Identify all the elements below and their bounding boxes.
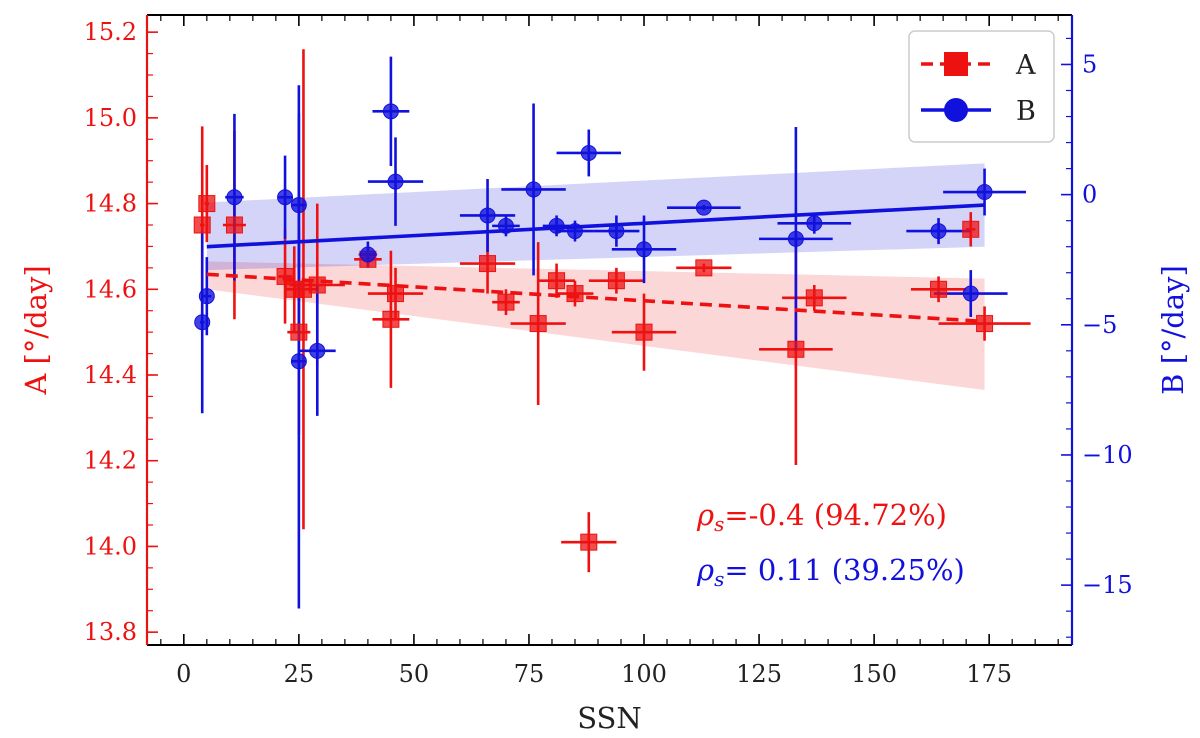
point-B-0 — [194, 314, 211, 331]
rho-subscript: s — [714, 567, 724, 591]
y-left-tick-label: 14.2 — [84, 447, 137, 475]
point-A-5 — [290, 323, 308, 341]
point-B-14 — [566, 223, 583, 240]
point-B-1 — [198, 288, 215, 305]
point-A-16 — [580, 533, 598, 551]
point-B-16 — [608, 223, 625, 240]
point-A-9 — [382, 310, 400, 328]
point-B-10 — [479, 207, 496, 224]
fit-lines — [206, 203, 985, 324]
annotations: ρs=-0.4 (94.72%)ρs= 0.11 (39.25%) — [696, 498, 965, 591]
point-A-15 — [566, 285, 584, 303]
point-A-19 — [695, 259, 713, 277]
legend-marker-B — [944, 98, 968, 122]
point-B-8 — [382, 103, 399, 120]
y-right-tick-label: 5 — [1082, 50, 1097, 78]
y-left-tick-label: 15.0 — [84, 104, 137, 132]
annotation-B: ρs= 0.11 (39.25%) — [696, 553, 965, 591]
point-B-7 — [359, 246, 376, 263]
point-B-20 — [806, 215, 823, 232]
legend-label-A: A — [1015, 50, 1036, 81]
y-right-tick-label: −15 — [1082, 571, 1133, 599]
point-B-6 — [309, 342, 326, 359]
point-B-23 — [976, 184, 993, 201]
y-right-tick-label: −10 — [1082, 441, 1133, 469]
axes: 0 25 50 75 100 125 150 17513.814.014.214.414.61… — [19, 14, 1190, 735]
point-A-7 — [308, 276, 326, 294]
legend-marker-A — [944, 52, 968, 76]
point-B-19 — [787, 230, 804, 247]
point-B-13 — [548, 217, 565, 234]
point-B-22 — [962, 285, 979, 302]
y-left-tick-label: 14.0 — [84, 532, 137, 560]
fit-line-B — [206, 203, 985, 249]
point-B-12 — [525, 181, 542, 198]
y-left-tick-label: 13.8 — [84, 618, 137, 646]
point-B-15 — [580, 144, 597, 161]
point-B-11 — [497, 217, 514, 234]
y-right-tick-label: −5 — [1082, 311, 1117, 339]
point-B-17 — [636, 241, 653, 258]
point-A-24 — [976, 315, 994, 333]
point-A-11 — [479, 255, 497, 273]
x-tick-label: 25 — [284, 660, 315, 688]
x-tick-label: 0 — [176, 660, 191, 688]
x-tick-label: 125 — [736, 660, 782, 688]
point-A-1 — [198, 195, 216, 213]
point-B-9 — [387, 173, 404, 190]
rho-symbol: ρ — [696, 553, 714, 587]
rho-subscript: s — [714, 512, 724, 536]
data-markers — [193, 103, 994, 551]
point-A-3 — [276, 267, 294, 285]
point-B-2 — [226, 189, 243, 206]
x-tick-label: 100 — [621, 660, 667, 688]
y-right-tick-label: 0 — [1082, 181, 1097, 209]
point-B-3 — [277, 189, 294, 206]
x-axis-label: SSN — [577, 701, 642, 735]
annotation-value: = 0.11 (39.25%) — [724, 553, 965, 587]
point-A-17 — [607, 272, 625, 290]
x-tick-label: 175 — [966, 660, 1012, 688]
point-A-14 — [548, 272, 566, 290]
point-A-22 — [930, 280, 948, 298]
y-right-axis-label: B [°/day] — [1156, 265, 1190, 395]
point-B-4 — [290, 197, 307, 214]
point-B-18 — [695, 199, 712, 216]
point-A-23 — [962, 220, 980, 238]
y-left-tick-label: 14.4 — [84, 361, 137, 389]
point-A-13 — [529, 315, 547, 333]
point-A-18 — [635, 323, 653, 341]
point-A-0 — [193, 216, 211, 234]
y-left-tick-label: 15.2 — [84, 18, 137, 46]
x-tick-label: 75 — [514, 660, 545, 688]
fit-line-A — [206, 272, 985, 324]
point-A-10 — [387, 285, 405, 303]
legend: AB — [908, 30, 1055, 143]
y-left-tick-label: 14.6 — [84, 275, 137, 303]
point-A-12 — [497, 293, 515, 311]
legend-label-B: B — [1016, 96, 1036, 127]
point-B-21 — [930, 223, 947, 240]
point-A-2 — [225, 216, 243, 234]
point-B-5 — [290, 353, 307, 370]
point-A-20 — [787, 340, 805, 358]
y-left-tick-label: 14.8 — [84, 190, 137, 218]
annotation-value: =-0.4 (94.72%) — [724, 498, 947, 532]
rho-symbol: ρ — [696, 498, 714, 532]
y-left-axis-label: A [°/day] — [19, 265, 53, 395]
x-tick-label: 150 — [851, 660, 897, 688]
annotation-A: ρs=-0.4 (94.72%) — [696, 498, 947, 536]
x-tick-label: 50 — [399, 660, 430, 688]
point-A-21 — [805, 289, 823, 307]
